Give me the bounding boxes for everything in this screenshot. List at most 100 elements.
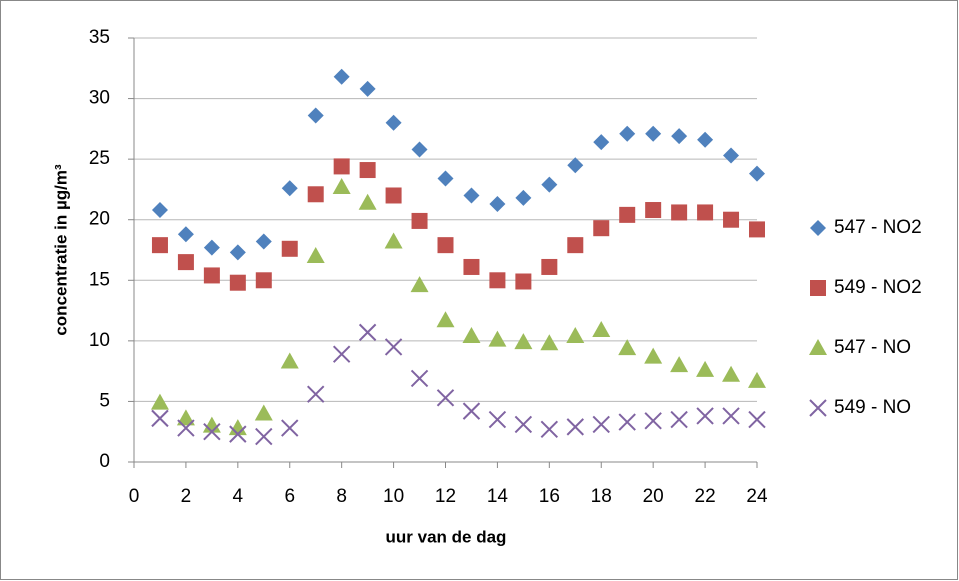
- data-point: [696, 360, 715, 377]
- data-point: [593, 220, 610, 237]
- data-point: [670, 356, 689, 373]
- legend-marker: [809, 399, 827, 417]
- data-point: [411, 141, 428, 158]
- data-point: [488, 410, 507, 429]
- data-point: [307, 186, 324, 203]
- data-point: [410, 369, 429, 388]
- data-point: [566, 418, 584, 436]
- data-point: [177, 419, 195, 437]
- data-point: [697, 204, 714, 221]
- data-point: [150, 393, 169, 410]
- data-point: [281, 240, 298, 257]
- data-point: [255, 272, 272, 289]
- y-tick-label: 35: [89, 27, 110, 48]
- data-point: [359, 80, 376, 97]
- data-point: [384, 338, 403, 356]
- data-point: [203, 267, 220, 284]
- x-tick-label: 22: [695, 486, 716, 507]
- data-point: [514, 333, 533, 350]
- x-tick-label: 16: [539, 486, 560, 507]
- data-point: [567, 157, 584, 174]
- data-point: [437, 170, 454, 187]
- data-point: [332, 178, 351, 195]
- x-tick-label: 24: [746, 486, 768, 507]
- data-point: [255, 427, 273, 446]
- data-point: [177, 254, 194, 271]
- data-point: [203, 239, 220, 256]
- y-axis-title: concentratie in µg/m³: [51, 164, 70, 336]
- data-point: [411, 212, 428, 229]
- data-point: [462, 402, 481, 420]
- data-point: [410, 276, 429, 293]
- data-point: [151, 237, 168, 254]
- data-point: [333, 158, 350, 175]
- y-tick-label: 20: [89, 209, 110, 230]
- data-point: [488, 330, 507, 347]
- data-point: [307, 107, 324, 124]
- data-point: [540, 420, 559, 438]
- x-tick-label: 6: [284, 486, 295, 507]
- data-point: [722, 407, 740, 425]
- data-point: [618, 339, 637, 356]
- legend-label: 547 - NO2: [834, 217, 922, 238]
- legend-label: 549 - NO: [834, 397, 911, 418]
- data-point: [306, 247, 325, 264]
- data-point: [229, 244, 246, 261]
- data-point: [670, 410, 688, 429]
- y-tick-label: 5: [99, 390, 110, 411]
- data-point: [254, 404, 273, 421]
- y-tick-label: 30: [89, 88, 110, 109]
- data-point: [228, 419, 247, 436]
- data-point: [202, 416, 221, 433]
- data-point: [592, 320, 611, 337]
- data-point: [307, 385, 325, 403]
- legend-label: 547 - NO: [834, 337, 911, 358]
- legend-marker: [810, 220, 826, 236]
- x-tick-label: 0: [129, 486, 140, 507]
- x-tick-label: 2: [181, 486, 192, 507]
- data-point: [749, 165, 765, 182]
- x-tick-label: 4: [233, 486, 244, 507]
- data-point: [176, 409, 195, 426]
- data-point: [671, 204, 688, 221]
- x-tick-label: 12: [435, 486, 456, 507]
- data-point: [359, 162, 376, 179]
- data-point: [437, 237, 454, 254]
- y-tick-label: 25: [89, 148, 110, 169]
- data-point: [385, 114, 402, 131]
- data-point: [541, 258, 558, 275]
- data-point: [723, 211, 740, 228]
- data-point: [645, 202, 662, 219]
- x-tick-label: 20: [643, 486, 664, 507]
- data-point: [358, 193, 377, 210]
- x-tick-label: 8: [336, 486, 347, 507]
- data-point: [462, 327, 481, 344]
- y-tick-label: 10: [89, 330, 110, 351]
- data-point: [644, 412, 662, 430]
- data-point: [333, 68, 350, 85]
- data-point: [332, 345, 351, 363]
- data-point: [463, 187, 480, 204]
- data-point: [463, 258, 480, 275]
- data-point: [385, 187, 402, 204]
- x-axis-title: uur van de dag: [386, 527, 507, 546]
- data-point: [280, 352, 299, 369]
- x-tick-label: 18: [591, 486, 612, 507]
- data-point: [489, 272, 506, 289]
- data-point: [255, 233, 272, 250]
- data-point: [541, 176, 558, 193]
- data-point: [619, 125, 636, 142]
- data-point: [151, 202, 168, 219]
- data-point: [229, 425, 247, 443]
- data-point: [697, 131, 714, 148]
- data-point: [177, 226, 194, 243]
- data-point: [619, 206, 636, 223]
- data-point: [384, 232, 403, 249]
- legend-marker: [810, 280, 826, 296]
- x-tick-label: 10: [383, 486, 404, 507]
- data-point: [540, 334, 559, 351]
- x-tick-label: 14: [487, 486, 509, 507]
- data-point: [748, 410, 766, 429]
